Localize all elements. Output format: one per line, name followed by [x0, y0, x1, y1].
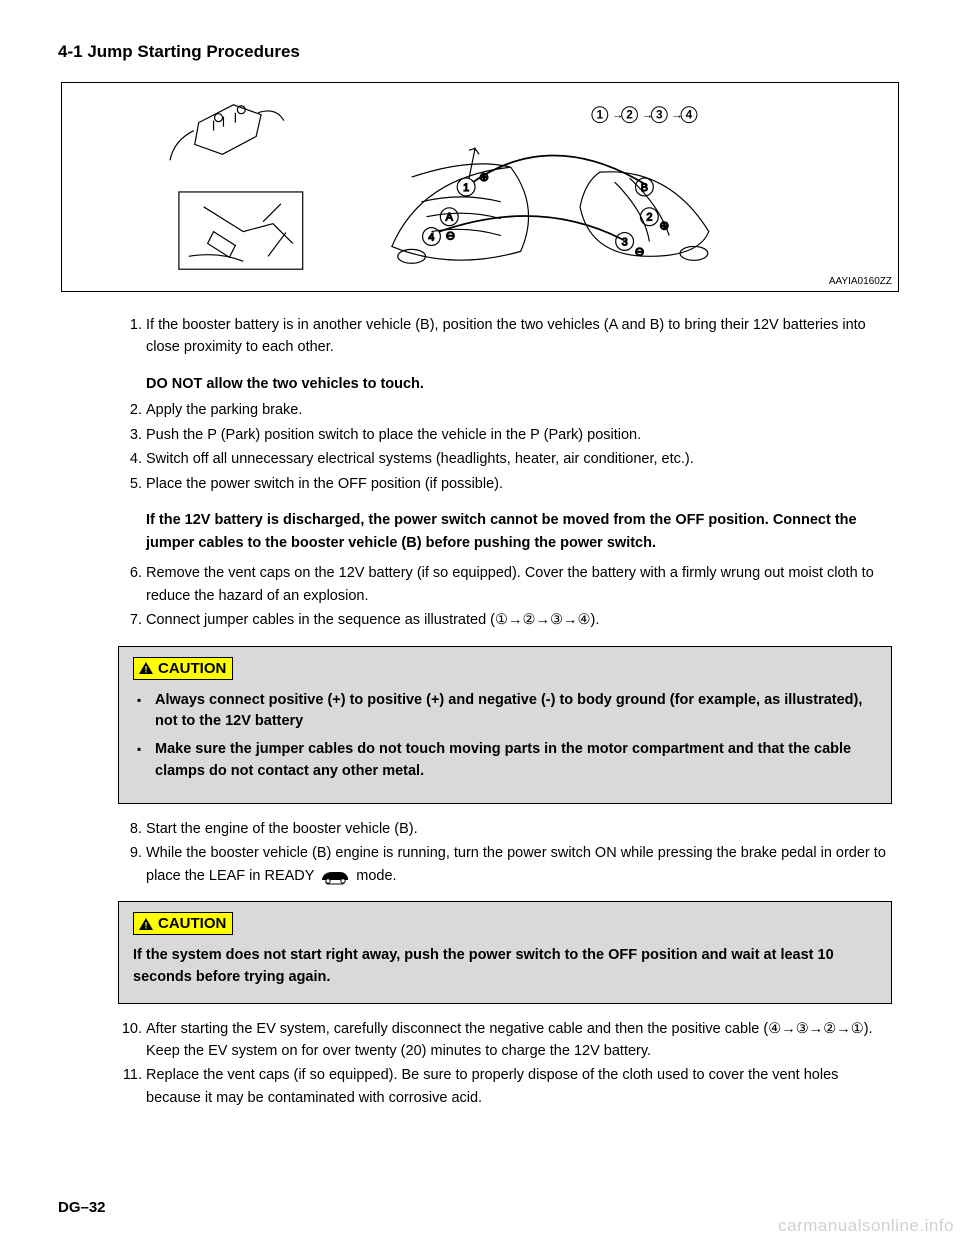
section-title-text: Jump Starting Procedures: [87, 42, 300, 61]
content: 1.If the booster battery is in another v…: [58, 314, 902, 1109]
svg-text:3: 3: [622, 236, 628, 248]
step-6: 6.Remove the vent caps on the 12V batter…: [118, 562, 892, 607]
section-number: 4-1: [58, 42, 83, 61]
svg-text:1: 1: [463, 182, 469, 194]
caution-box-1: ! CAUTION Always connect positive (+) to…: [118, 646, 892, 804]
svg-text:A: A: [446, 212, 454, 224]
figure-svg: 1 ⊕ A 4 ⊖ B 2 ⊕ 3 ⊖: [62, 83, 898, 291]
steps-6-7: 6.Remove the vent caps on the 12V batter…: [118, 562, 892, 631]
caution1-item-1: Always connect positive (+) to positive …: [137, 690, 877, 734]
step-9: 9.While the booster vehicle (B) engine i…: [118, 842, 892, 887]
svg-text:4: 4: [686, 108, 693, 122]
step-3: 3.Push the P (Park) position switch to p…: [118, 424, 892, 446]
step-11: 11.Replace the vent caps (if so equipped…: [118, 1064, 892, 1109]
svg-text:⊕: ⊕: [659, 219, 669, 233]
step-7: 7.Connect jumper cables in the sequence …: [118, 609, 892, 631]
caution-box-2: ! CAUTION If the system does not start r…: [118, 901, 892, 1004]
step-10: 10.After starting the EV system, careful…: [118, 1018, 892, 1063]
svg-text:2: 2: [626, 108, 633, 122]
svg-text:⊖: ⊖: [445, 228, 455, 242]
page-number: DG–32: [58, 1199, 106, 1216]
step-2: 2.Apply the parking brake.: [118, 399, 892, 421]
steps-1: 1.If the booster battery is in another v…: [118, 314, 892, 359]
warning-icon: !: [138, 917, 154, 931]
caution-label-1: ! CAUTION: [133, 657, 233, 680]
caution-label-2: ! CAUTION: [133, 912, 233, 935]
caution1-item-2: Make sure the jumper cables do not touch…: [137, 739, 877, 783]
ready-car-icon: [318, 867, 352, 885]
steps-8-9: 8.Start the engine of the booster vehicl…: [118, 818, 892, 887]
svg-text:!: !: [145, 920, 148, 930]
svg-text:⊖: ⊖: [635, 244, 645, 258]
bold-do-not-touch: DO NOT allow the two vehicles to touch.: [146, 373, 892, 395]
step-5: 5.Place the power switch in the OFF posi…: [118, 473, 892, 495]
step-1: 1.If the booster battery is in another v…: [118, 314, 892, 359]
jump-start-figure: 1 ⊕ A 4 ⊖ B 2 ⊕ 3 ⊖: [61, 82, 899, 292]
svg-text:!: !: [145, 665, 148, 675]
watermark: carmanualsonline.info: [778, 1216, 954, 1236]
bold-discharged: If the 12V battery is discharged, the po…: [146, 509, 892, 554]
figure-code: AAYIA0160ZZ: [829, 276, 892, 287]
steps-2-5: 2.Apply the parking brake. 3.Push the P …: [118, 399, 892, 495]
step-8: 8.Start the engine of the booster vehicl…: [118, 818, 892, 840]
svg-text:2: 2: [646, 212, 652, 224]
steps-10-11: 10.After starting the EV system, careful…: [118, 1018, 892, 1110]
warning-icon: !: [138, 661, 154, 675]
svg-text:4: 4: [428, 231, 434, 243]
svg-text:1: 1: [597, 108, 604, 122]
svg-text:3: 3: [656, 108, 663, 122]
caution-list-1: Always connect positive (+) to positive …: [133, 690, 877, 783]
step-4: 4.Switch off all unnecessary electrical …: [118, 448, 892, 470]
caution2-text: If the system does not start right away,…: [133, 945, 877, 989]
section-title: 4-1 Jump Starting Procedures: [58, 42, 902, 62]
